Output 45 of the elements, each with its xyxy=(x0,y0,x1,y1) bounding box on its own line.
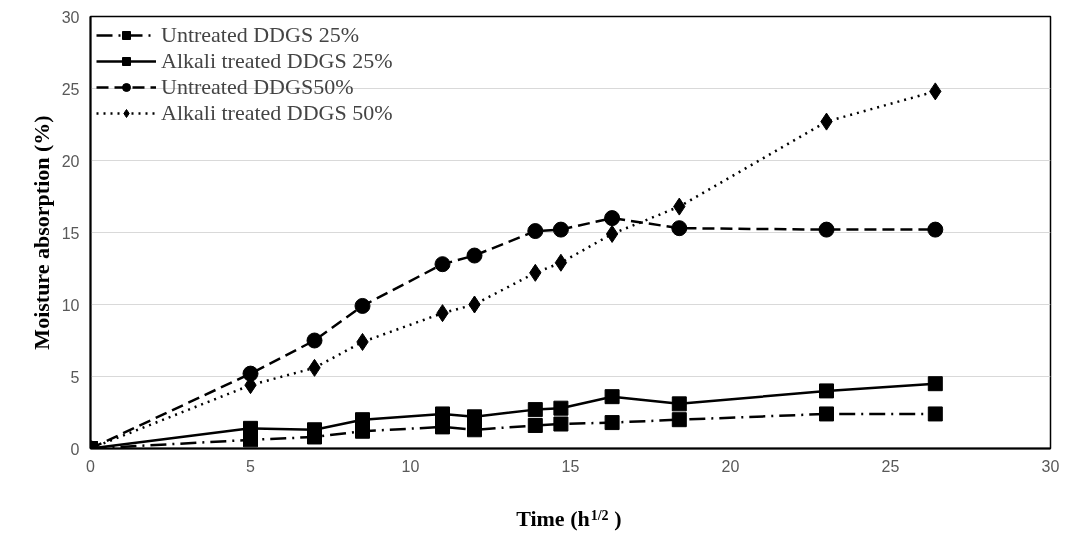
point xyxy=(604,415,620,431)
legend-label: Untreated DDGS50% xyxy=(161,74,354,100)
point xyxy=(819,406,834,422)
point xyxy=(354,297,371,314)
y-tick-label: 0 xyxy=(70,440,80,458)
x-tick-label: 0 xyxy=(86,457,96,475)
point xyxy=(605,224,619,243)
y-tick-label: 10 xyxy=(61,296,80,314)
legend-label: Untreated DDGS 25% xyxy=(161,22,359,48)
point xyxy=(466,247,483,264)
point xyxy=(927,406,943,422)
x-tick-label: 10 xyxy=(401,457,420,475)
point xyxy=(527,402,543,418)
point xyxy=(818,221,835,238)
point xyxy=(552,221,569,238)
point xyxy=(554,253,568,272)
y-axis-title: Moisture absorption (%) xyxy=(28,115,54,350)
point xyxy=(604,389,620,405)
point xyxy=(467,409,482,425)
point xyxy=(671,396,687,412)
point xyxy=(671,220,688,237)
point xyxy=(434,256,451,273)
point xyxy=(671,412,687,428)
x-tick-label: 20 xyxy=(721,457,740,475)
y-tick-label: 30 xyxy=(61,8,80,26)
y-tick-label: 25 xyxy=(61,80,80,98)
point xyxy=(527,223,544,240)
legend-label: Alkali treated DDGS 50% xyxy=(161,100,393,126)
x-tick-label: 5 xyxy=(246,457,256,475)
x-tick-label: 30 xyxy=(1041,457,1060,475)
y-tick-label: 20 xyxy=(61,152,80,170)
point xyxy=(604,210,621,227)
point xyxy=(819,383,834,399)
point xyxy=(553,416,569,432)
point xyxy=(553,400,569,416)
point xyxy=(306,332,323,349)
y-tick-label: 5 xyxy=(70,368,80,386)
x-tick-label: 15 xyxy=(561,457,580,475)
point xyxy=(435,406,450,422)
x-tick-label: 25 xyxy=(881,457,900,475)
point xyxy=(927,221,944,238)
point xyxy=(527,417,543,433)
y-tick-label: 15 xyxy=(61,224,80,242)
legend-label: Alkali treated DDGS 25% xyxy=(161,48,393,74)
point xyxy=(927,376,943,392)
